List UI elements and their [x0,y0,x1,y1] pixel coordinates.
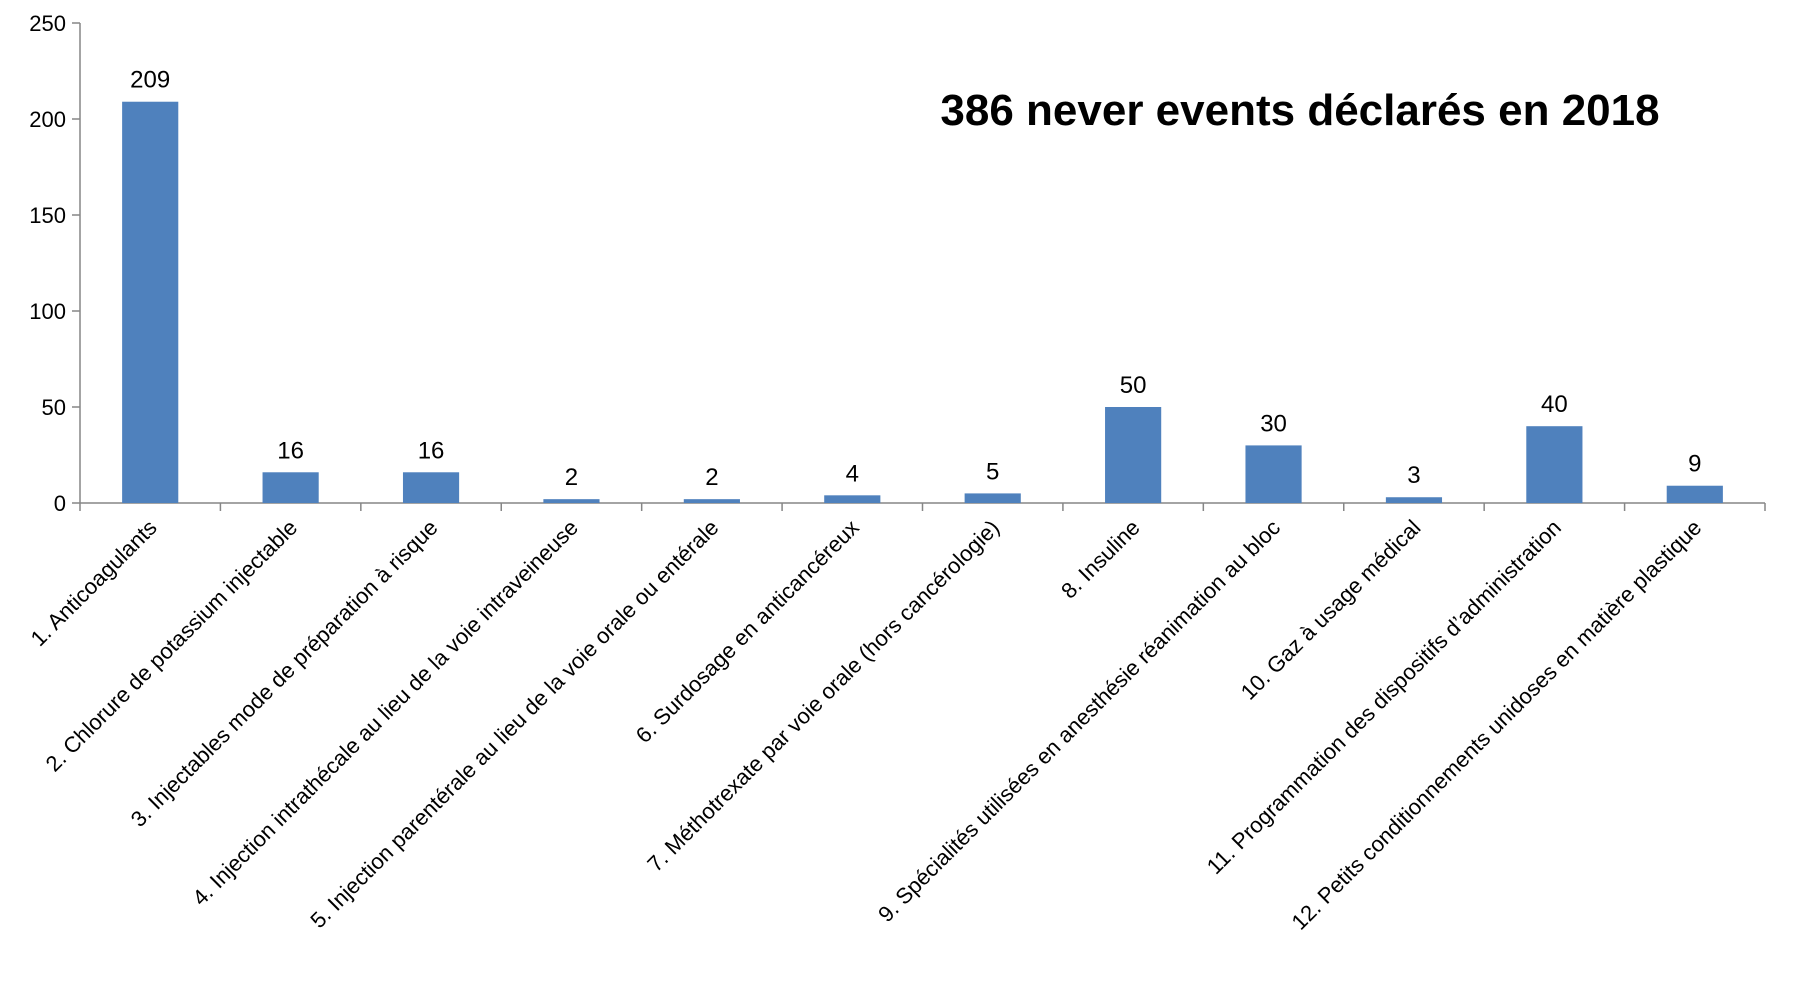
bar [403,472,459,503]
bar [1245,445,1301,503]
x-tick-label: 3. Injectables mode de préparation à ris… [126,515,443,832]
x-tick-label: 1. Anticoagulants [26,515,162,651]
data-label: 30 [1260,410,1287,437]
x-tick-label: 8. Insuline [1056,515,1145,604]
bar [1105,407,1161,503]
bar [1526,426,1582,503]
bar [1386,497,1442,503]
data-label: 2 [705,464,718,491]
data-label: 16 [418,437,445,464]
bars [122,102,1723,503]
data-label: 4 [846,460,859,487]
bar [965,493,1021,503]
y-tick-label: 150 [29,203,66,228]
y-tick-label: 250 [29,11,66,36]
x-tick-label: 6. Surdosage en anticancéreux [631,515,864,748]
x-tick-label: 2. Chlorure de potassium injectable [41,515,303,777]
y-tick-label: 200 [29,107,66,132]
data-label: 40 [1541,391,1568,418]
data-label: 16 [277,437,304,464]
bar [263,472,319,503]
data-label: 9 [1688,451,1701,478]
y-tick-label: 50 [42,395,66,420]
chart-title: 386 never events déclarés en 2018 [940,86,1659,135]
y-tick-label: 0 [54,491,66,516]
y-tick-label: 100 [29,299,66,324]
data-label: 2 [565,464,578,491]
bar [1667,486,1723,503]
data-label: 3 [1407,462,1420,489]
bar [684,499,740,503]
data-label: 50 [1120,372,1147,399]
data-label: 5 [986,458,999,485]
data-label: 209 [130,67,170,94]
bar [543,499,599,503]
bar [122,102,178,503]
bar [824,495,880,503]
